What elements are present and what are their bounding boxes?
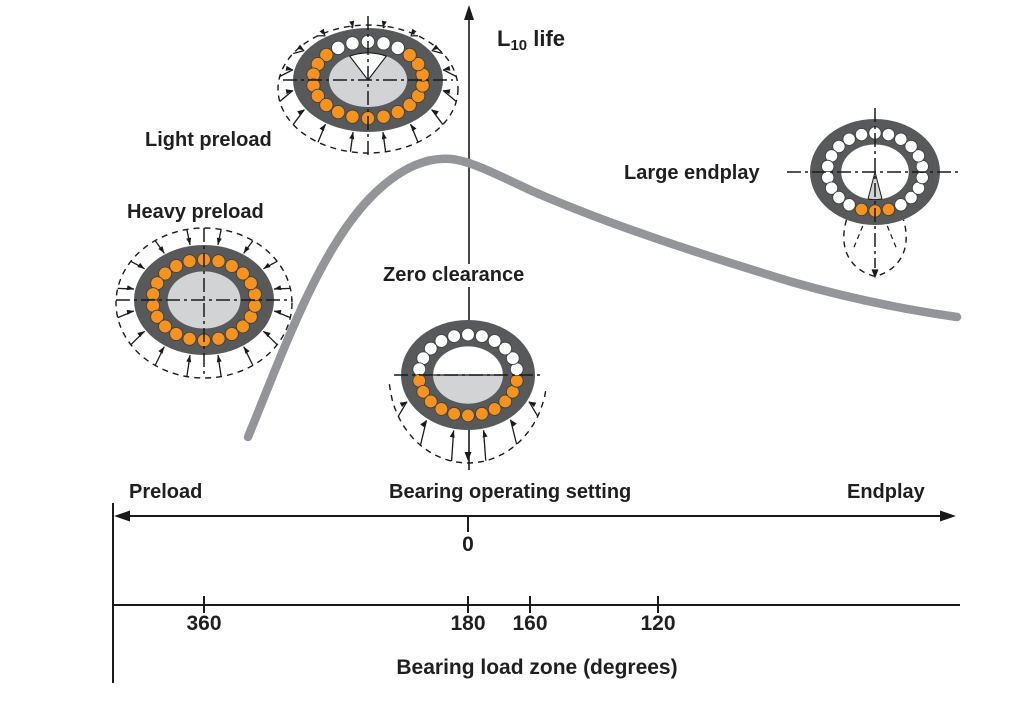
label-light-preload: Light preload [145, 129, 272, 151]
label-operating-setting: Bearing operating setting [389, 481, 632, 503]
bearing-zero-clearance-diagram [388, 320, 547, 464]
life-curve [243, 154, 962, 442]
tick-label-180: 180 [450, 612, 486, 635]
tick-label-160: 160 [512, 612, 548, 635]
y-axis-label-prefix: L [497, 26, 511, 51]
bearing-large-endplay-diagram [787, 108, 958, 279]
bearing-heavy-preload-diagram [115, 227, 293, 379]
label-zero-tick: 0 [462, 533, 474, 556]
setting-axis [114, 510, 956, 532]
label-heavy-preload: Heavy preload [127, 201, 264, 223]
bearing-light-preload-diagram [277, 16, 459, 158]
tick-label-360: 360 [186, 612, 222, 635]
load-zone-axis [112, 503, 960, 683]
label-l10-life: L10 life [497, 26, 566, 54]
y-axis-label-sub: 10 [510, 37, 528, 54]
label-endplay: Endplay [847, 481, 925, 503]
label-large-endplay: Large endplay [624, 162, 760, 184]
label-zero-clearance: Zero clearance [377, 264, 531, 287]
tick-label-120: 120 [640, 612, 676, 635]
label-load-zone-title: Bearing load zone (degrees) [396, 656, 678, 679]
label-preload: Preload [129, 481, 203, 503]
y-axis-label-suffix: life [527, 26, 566, 51]
